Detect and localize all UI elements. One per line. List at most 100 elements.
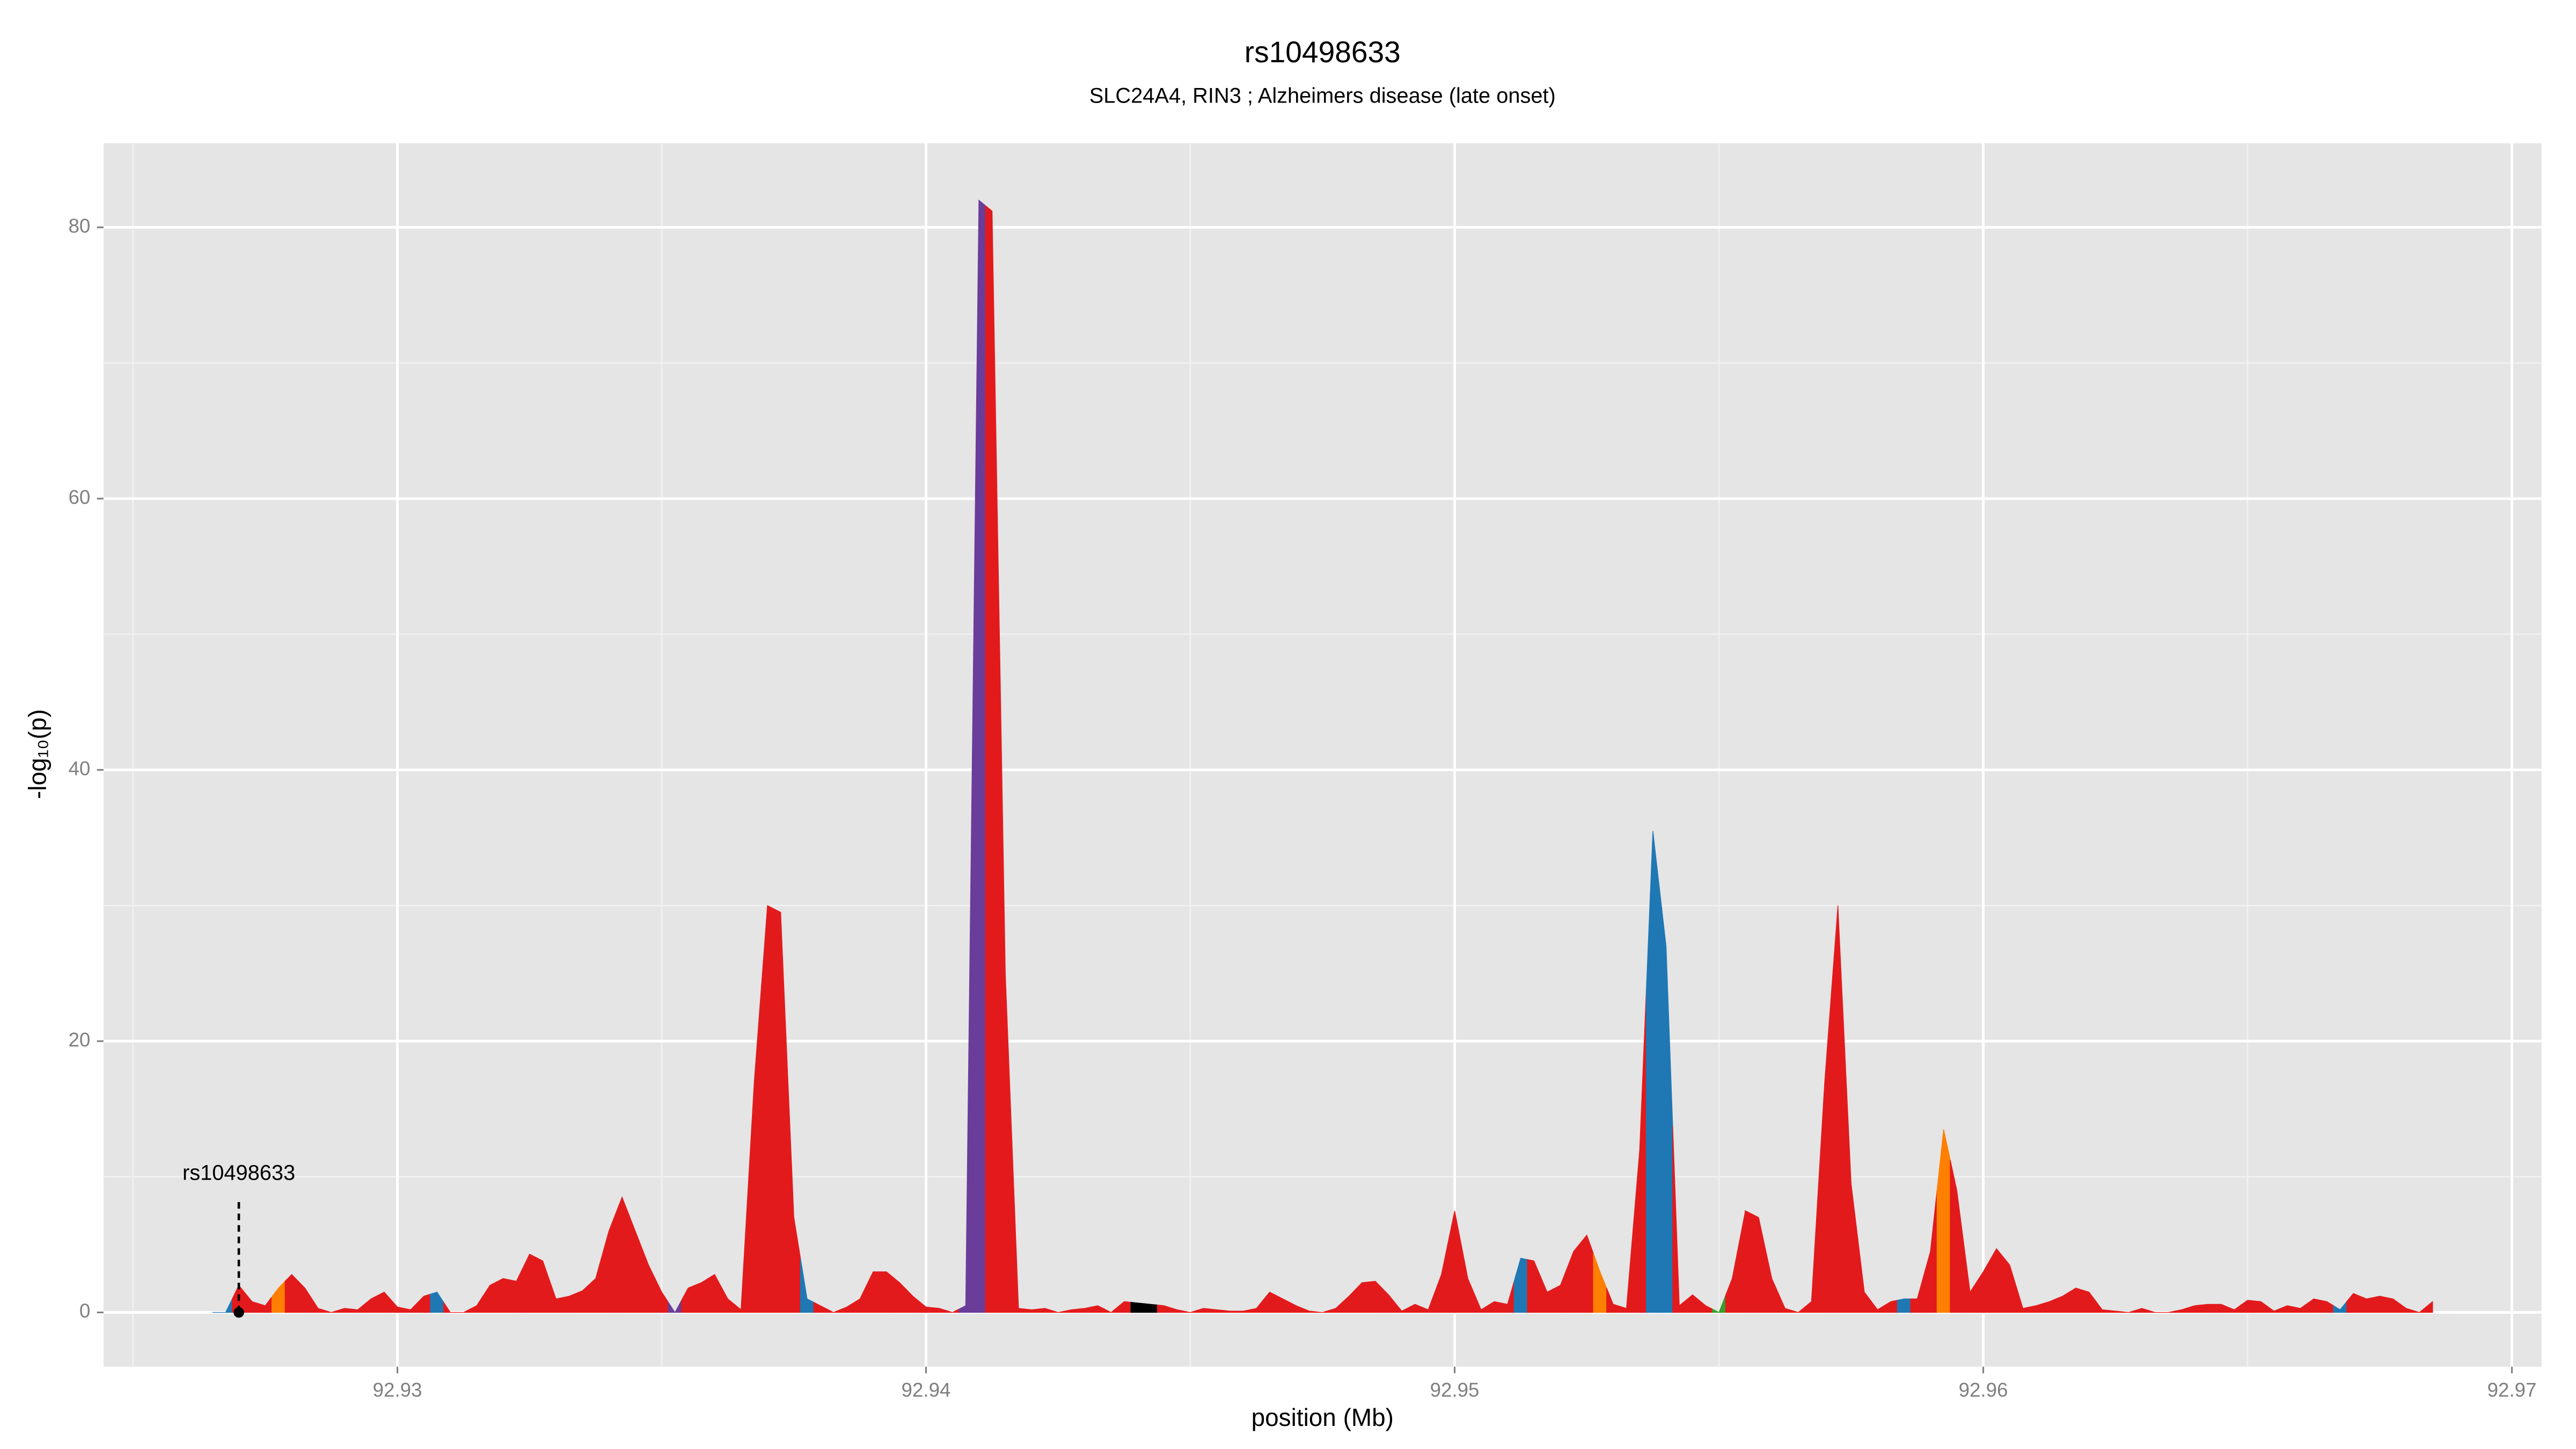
area-segment [1011, 1140, 1026, 1313]
area-segment [549, 1279, 563, 1313]
area-segment [1751, 1213, 1766, 1313]
area-segment [1342, 1289, 1356, 1313]
area-segment [707, 1274, 722, 1313]
area-segment [866, 1271, 880, 1313]
area-segment [1421, 1292, 1436, 1313]
area-segment [1633, 990, 1647, 1313]
y-tick-label: 80 [69, 215, 91, 237]
x-tick-label: 92.95 [1430, 1379, 1480, 1401]
area-segment [1645, 831, 1660, 1313]
area-segment [2095, 1300, 2110, 1313]
area-segment [377, 1291, 391, 1313]
area-segment [1289, 1301, 1303, 1313]
area-segment [470, 1294, 484, 1313]
area-segment [998, 592, 1013, 1313]
area-segment [1778, 1293, 1792, 1313]
area-segment [1923, 1190, 1937, 1313]
x-axis-label: position (Mb) [1252, 1403, 1394, 1431]
area-segment [2359, 1296, 2374, 1313]
area-segment [1144, 1303, 1158, 1313]
area-segment [404, 1302, 418, 1313]
area-segment [2412, 1306, 2427, 1313]
area-segment [1804, 1191, 1819, 1313]
area-segment [1183, 1309, 1197, 1313]
area-segment [1408, 1304, 1422, 1313]
area-segment [1315, 1309, 1330, 1313]
area-segment [2319, 1299, 2334, 1313]
area-segment [602, 1214, 616, 1313]
area-segment [1328, 1301, 1343, 1313]
area-segment [2214, 1304, 2228, 1313]
chart-title: rs10498633 [1245, 35, 1401, 69]
area-segment [311, 1297, 325, 1313]
area-segment [536, 1257, 550, 1313]
area-segment [562, 1293, 576, 1313]
area-segment [655, 1278, 669, 1313]
area-segment [932, 1307, 947, 1313]
area-segment [416, 1293, 431, 1313]
area-segment [1659, 888, 1673, 1313]
area-segment [958, 752, 973, 1313]
area-segment [1117, 1301, 1131, 1313]
area-segment [364, 1294, 378, 1313]
area [212, 199, 2433, 1313]
area-segment [1712, 1295, 1726, 1313]
area-segment [1936, 1129, 1951, 1313]
area-segment [1976, 1258, 1990, 1313]
annotation-label: rs10498633 [182, 1161, 295, 1184]
area-segment [1157, 1304, 1171, 1313]
x-tick-label: 92.97 [2487, 1379, 2537, 1401]
area-segment [1170, 1307, 1184, 1313]
area-segment [1513, 1257, 1528, 1313]
area-segment [681, 1285, 696, 1313]
area-segment [1236, 1309, 1250, 1313]
area-segment [1844, 1044, 1858, 1313]
area-segment [721, 1286, 735, 1313]
area-segment [1791, 1306, 1805, 1313]
area-segment [1302, 1308, 1316, 1313]
area-segment [2267, 1305, 2281, 1313]
area-segment [258, 1296, 273, 1313]
area-segment [390, 1298, 405, 1313]
area-segment [2307, 1298, 2321, 1313]
area-segment [1249, 1299, 1264, 1313]
area-segment [2082, 1289, 2096, 1313]
area-segment [1989, 1248, 2004, 1313]
area-segment [1447, 1210, 1462, 1313]
area-segment [1474, 1294, 1488, 1313]
area-segment [2108, 1310, 2123, 1313]
area-segment [1963, 1241, 1977, 1313]
y-tick-label: 20 [69, 1029, 91, 1051]
area-segment [1210, 1308, 1224, 1313]
area-segment [1606, 1287, 1620, 1313]
area-segment [284, 1274, 299, 1313]
area-segment [2293, 1302, 2308, 1313]
area-segment [1910, 1275, 1924, 1313]
area-segment [1884, 1299, 1898, 1313]
area-segment [2068, 1287, 2083, 1313]
area-segment [905, 1289, 920, 1313]
area-segment [1487, 1301, 1502, 1313]
area-segment [1038, 1308, 1052, 1313]
area-segment [2016, 1286, 2030, 1313]
area-segment [522, 1253, 537, 1313]
area-segment [1765, 1248, 1779, 1313]
annotation-point [233, 1307, 244, 1318]
area-segment [1725, 1245, 1739, 1313]
area-segment [1738, 1210, 1753, 1313]
area-segment [2333, 1300, 2347, 1313]
area-segment [1870, 1300, 1885, 1313]
area-segment [324, 1309, 339, 1313]
area-segment [2399, 1302, 2413, 1313]
chart-subtitle: SLC24A4, RIN3 ; Alzheimers disease (late… [1089, 84, 1556, 108]
area-segment [773, 908, 788, 1313]
area-segment [879, 1271, 894, 1313]
area-segment [1461, 1245, 1475, 1313]
area-segment [892, 1276, 907, 1313]
area-segment [1685, 1294, 1700, 1313]
area-segment [1540, 1276, 1554, 1313]
area-segment [2187, 1304, 2202, 1313]
area-segment [734, 1196, 748, 1313]
area-segment [298, 1280, 312, 1313]
